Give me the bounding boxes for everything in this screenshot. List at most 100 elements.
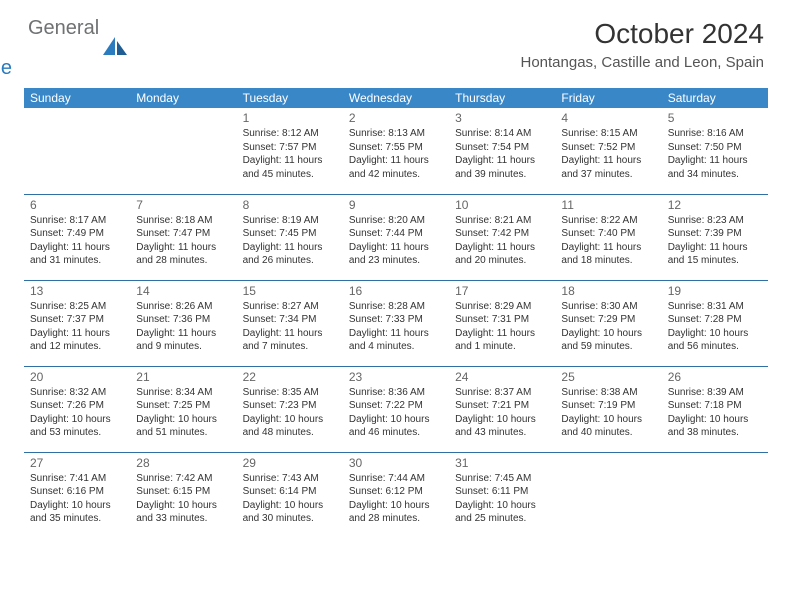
day-number: 23 — [349, 369, 443, 385]
day-number: 27 — [30, 455, 124, 471]
sunset-text: Sunset: 7:40 PM — [561, 227, 655, 241]
day-cell: 9Sunrise: 8:20 AMSunset: 7:44 PMDaylight… — [343, 194, 449, 280]
daylight-text: Daylight: 10 hours and 30 minutes. — [243, 499, 337, 526]
week-row: 27Sunrise: 7:41 AMSunset: 6:16 PMDayligh… — [24, 452, 768, 538]
day-cell: 13Sunrise: 8:25 AMSunset: 7:37 PMDayligh… — [24, 280, 130, 366]
day-cell: 25Sunrise: 8:38 AMSunset: 7:19 PMDayligh… — [555, 366, 661, 452]
sunrise-text: Sunrise: 8:28 AM — [349, 300, 443, 314]
daylight-text: Daylight: 11 hours and 34 minutes. — [668, 154, 762, 181]
sunset-text: Sunset: 6:16 PM — [30, 485, 124, 499]
daylight-text: Daylight: 11 hours and 9 minutes. — [136, 327, 230, 354]
header: General Blue October 2024 Hontangas, Cas… — [0, 0, 792, 82]
sunset-text: Sunset: 6:14 PM — [243, 485, 337, 499]
day-number: 21 — [136, 369, 230, 385]
daylight-text: Daylight: 10 hours and 46 minutes. — [349, 413, 443, 440]
sunrise-text: Sunrise: 8:15 AM — [561, 127, 655, 141]
sunrise-text: Sunrise: 8:22 AM — [561, 214, 655, 228]
daylight-text: Daylight: 11 hours and 42 minutes. — [349, 154, 443, 181]
day-cell: 24Sunrise: 8:37 AMSunset: 7:21 PMDayligh… — [449, 366, 555, 452]
day-number: 24 — [455, 369, 549, 385]
daylight-text: Daylight: 11 hours and 18 minutes. — [561, 241, 655, 268]
title-block: October 2024 Hontangas, Castille and Leo… — [520, 18, 764, 71]
day-number: 25 — [561, 369, 655, 385]
sunset-text: Sunset: 7:42 PM — [455, 227, 549, 241]
day-number: 4 — [561, 110, 655, 126]
daylight-text: Daylight: 11 hours and 7 minutes. — [243, 327, 337, 354]
month-title: October 2024 — [520, 18, 764, 50]
sunrise-text: Sunrise: 8:35 AM — [243, 386, 337, 400]
week-row: 20Sunrise: 8:32 AMSunset: 7:26 PMDayligh… — [24, 366, 768, 452]
day-cell — [662, 452, 768, 538]
daylight-text: Daylight: 10 hours and 38 minutes. — [668, 413, 762, 440]
sunrise-text: Sunrise: 8:16 AM — [668, 127, 762, 141]
sunrise-text: Sunrise: 8:20 AM — [349, 214, 443, 228]
daylight-text: Daylight: 11 hours and 45 minutes. — [243, 154, 337, 181]
day-header-sunday: Sunday — [24, 88, 130, 108]
sunset-text: Sunset: 7:34 PM — [243, 313, 337, 327]
day-header-saturday: Saturday — [662, 88, 768, 108]
daylight-text: Daylight: 11 hours and 15 minutes. — [668, 241, 762, 268]
location: Hontangas, Castille and Leon, Spain — [520, 54, 764, 71]
sunset-text: Sunset: 7:33 PM — [349, 313, 443, 327]
sunset-text: Sunset: 7:50 PM — [668, 141, 762, 155]
sunset-text: Sunset: 7:29 PM — [561, 313, 655, 327]
day-number: 20 — [30, 369, 124, 385]
daylight-text: Daylight: 11 hours and 28 minutes. — [136, 241, 230, 268]
daylight-text: Daylight: 11 hours and 23 minutes. — [349, 241, 443, 268]
day-cell: 14Sunrise: 8:26 AMSunset: 7:36 PMDayligh… — [130, 280, 236, 366]
day-cell: 3Sunrise: 8:14 AMSunset: 7:54 PMDaylight… — [449, 108, 555, 194]
day-cell — [555, 452, 661, 538]
day-number: 11 — [561, 197, 655, 213]
sunrise-text: Sunrise: 8:13 AM — [349, 127, 443, 141]
sunset-text: Sunset: 7:36 PM — [136, 313, 230, 327]
day-cell: 5Sunrise: 8:16 AMSunset: 7:50 PMDaylight… — [662, 108, 768, 194]
daylight-text: Daylight: 11 hours and 37 minutes. — [561, 154, 655, 181]
sunset-text: Sunset: 7:31 PM — [455, 313, 549, 327]
sunrise-text: Sunrise: 8:31 AM — [668, 300, 762, 314]
day-cell: 10Sunrise: 8:21 AMSunset: 7:42 PMDayligh… — [449, 194, 555, 280]
daylight-text: Daylight: 11 hours and 1 minute. — [455, 327, 549, 354]
day-cell: 27Sunrise: 7:41 AMSunset: 6:16 PMDayligh… — [24, 452, 130, 538]
daylight-text: Daylight: 11 hours and 26 minutes. — [243, 241, 337, 268]
day-cell: 28Sunrise: 7:42 AMSunset: 6:15 PMDayligh… — [130, 452, 236, 538]
day-number: 16 — [349, 283, 443, 299]
sunrise-text: Sunrise: 7:44 AM — [349, 472, 443, 486]
day-cell: 7Sunrise: 8:18 AMSunset: 7:47 PMDaylight… — [130, 194, 236, 280]
daylight-text: Daylight: 10 hours and 48 minutes. — [243, 413, 337, 440]
day-number: 1 — [243, 110, 337, 126]
brand-part2: Blue — [0, 58, 99, 78]
week-row: 13Sunrise: 8:25 AMSunset: 7:37 PMDayligh… — [24, 280, 768, 366]
sunrise-text: Sunrise: 8:14 AM — [455, 127, 549, 141]
sunrise-text: Sunrise: 8:19 AM — [243, 214, 337, 228]
day-number: 13 — [30, 283, 124, 299]
sunset-text: Sunset: 6:12 PM — [349, 485, 443, 499]
sunrise-text: Sunrise: 8:29 AM — [455, 300, 549, 314]
brand-logo: General Blue — [28, 18, 129, 78]
sunset-text: Sunset: 7:57 PM — [243, 141, 337, 155]
sunrise-text: Sunrise: 8:18 AM — [136, 214, 230, 228]
sunrise-text: Sunrise: 8:17 AM — [30, 214, 124, 228]
day-number: 3 — [455, 110, 549, 126]
sunrise-text: Sunrise: 8:36 AM — [349, 386, 443, 400]
sunrise-text: Sunrise: 8:34 AM — [136, 386, 230, 400]
day-cell: 2Sunrise: 8:13 AMSunset: 7:55 PMDaylight… — [343, 108, 449, 194]
daylight-text: Daylight: 11 hours and 39 minutes. — [455, 154, 549, 181]
daylight-text: Daylight: 10 hours and 35 minutes. — [30, 499, 124, 526]
sunrise-text: Sunrise: 7:42 AM — [136, 472, 230, 486]
sunset-text: Sunset: 7:45 PM — [243, 227, 337, 241]
week-row: 1Sunrise: 8:12 AMSunset: 7:57 PMDaylight… — [24, 108, 768, 194]
day-cell: 16Sunrise: 8:28 AMSunset: 7:33 PMDayligh… — [343, 280, 449, 366]
day-cell: 26Sunrise: 8:39 AMSunset: 7:18 PMDayligh… — [662, 366, 768, 452]
sunrise-text: Sunrise: 8:21 AM — [455, 214, 549, 228]
day-number: 17 — [455, 283, 549, 299]
day-cell — [130, 108, 236, 194]
day-cell: 20Sunrise: 8:32 AMSunset: 7:26 PMDayligh… — [24, 366, 130, 452]
sunset-text: Sunset: 6:15 PM — [136, 485, 230, 499]
day-number: 15 — [243, 283, 337, 299]
day-cell: 30Sunrise: 7:44 AMSunset: 6:12 PMDayligh… — [343, 452, 449, 538]
daylight-text: Daylight: 11 hours and 31 minutes. — [30, 241, 124, 268]
sunset-text: Sunset: 7:19 PM — [561, 399, 655, 413]
day-cell: 21Sunrise: 8:34 AMSunset: 7:25 PMDayligh… — [130, 366, 236, 452]
day-cell: 8Sunrise: 8:19 AMSunset: 7:45 PMDaylight… — [237, 194, 343, 280]
sunset-text: Sunset: 7:37 PM — [30, 313, 124, 327]
